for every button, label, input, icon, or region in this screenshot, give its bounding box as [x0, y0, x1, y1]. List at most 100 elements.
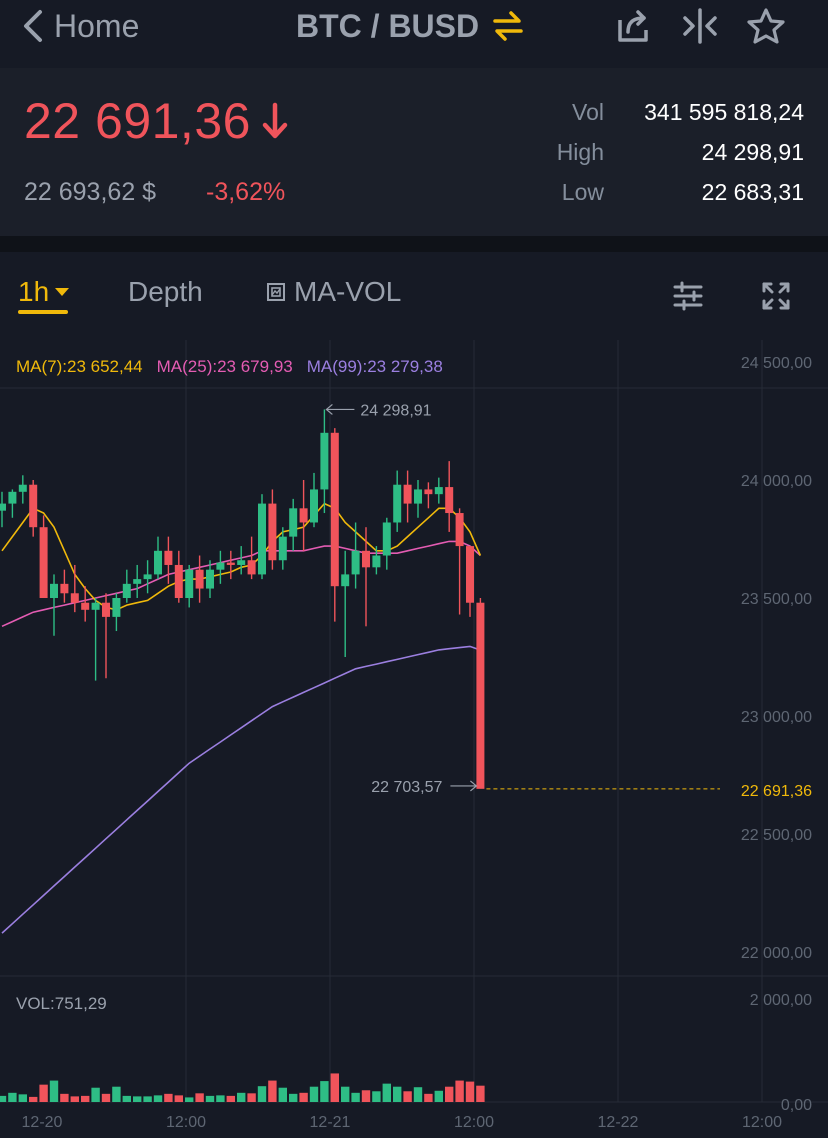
stat-volume: Vol 341 595 818,24 — [504, 94, 804, 130]
x-tick-label: 12:00 — [166, 1114, 206, 1131]
pair-selector[interactable]: BTC / BUSD — [296, 4, 525, 48]
volume-bar — [476, 1085, 485, 1102]
ma-vol-label: MA-VOL — [294, 276, 402, 307]
candle-body — [341, 574, 350, 587]
candlestick-chart[interactable]: 24 500,00 24 000,00 23 500,00 23 000,00 22 5… — [0, 340, 828, 1138]
volume-bar — [226, 1095, 235, 1102]
y-tick-label: 24 500,00 — [741, 355, 812, 372]
interval-label: 1h — [18, 276, 50, 307]
stat-low-label: Low — [561, 178, 604, 205]
volume-bar — [39, 1084, 48, 1102]
last-price-value: 22 691,36 — [24, 93, 251, 149]
price-change-percent: -3,62% — [206, 178, 286, 206]
candle-body — [18, 484, 27, 492]
ma99-line — [1, 645, 481, 934]
volume-bar — [237, 1092, 246, 1102]
y-tick-label: 22 500,00 — [741, 827, 812, 844]
candle-body — [195, 569, 204, 589]
volume-bar — [18, 1094, 27, 1102]
volume-bar — [153, 1095, 163, 1102]
volume-bar — [309, 1086, 319, 1102]
chart-tabs: 1h Depth MA-VOL — [0, 252, 828, 340]
volume-bar — [403, 1091, 412, 1102]
indicator-icon — [267, 283, 285, 301]
volume-bar — [393, 1086, 402, 1102]
candle-body — [289, 508, 298, 537]
chart-area[interactable] — [0, 340, 828, 1138]
volume-bar — [268, 1080, 277, 1102]
candle-body — [122, 583, 131, 598]
y-tick-label: 23 000,00 — [741, 709, 812, 726]
fullscreen-icon[interactable] — [758, 278, 794, 314]
candle-body — [112, 598, 121, 617]
candle-body — [29, 484, 38, 528]
candle-body — [424, 489, 433, 495]
candle-body — [164, 550, 173, 565]
volume-bar — [143, 1096, 152, 1102]
volume-bar — [330, 1073, 339, 1102]
volume-bar — [424, 1093, 433, 1102]
volume-bar — [112, 1086, 121, 1102]
candle-body — [445, 487, 454, 514]
candle-body — [185, 569, 194, 598]
volume-bar — [29, 1096, 38, 1102]
candle-body — [50, 583, 58, 598]
volume-bar — [278, 1087, 287, 1102]
compare-icon[interactable] — [680, 6, 720, 46]
candle-body — [133, 579, 142, 584]
stat-low: Low 22 683,31 — [504, 174, 804, 210]
x-tick-label: 12-22 — [598, 1114, 639, 1131]
back-button[interactable]: Home — [22, 4, 139, 48]
share-icon[interactable] — [614, 6, 654, 46]
star-icon[interactable] — [746, 6, 786, 46]
volume-bar — [164, 1093, 173, 1102]
volume-bar — [445, 1086, 454, 1102]
high-marker-arrow — [325, 403, 333, 415]
volume-bar — [185, 1097, 194, 1102]
last-price: 22 691,36 — [24, 92, 289, 150]
candle-body — [310, 489, 318, 523]
stat-high: High 24 298,91 — [504, 134, 804, 170]
candle-body — [237, 560, 246, 565]
volume-bar — [0, 1095, 7, 1102]
pair-name: BTC / BUSD — [296, 7, 480, 44]
candle-body — [382, 522, 391, 556]
candle-body — [455, 513, 464, 547]
volume-bar — [81, 1095, 90, 1102]
stat-high-value: 24 298,91 — [701, 138, 804, 165]
candle-body — [466, 546, 474, 603]
ma7-label: MA(7):23 652,44 — [16, 357, 143, 376]
candle-body — [91, 602, 100, 610]
ma99-label: MA(99):23 279,38 — [306, 357, 443, 376]
candle-body — [372, 555, 381, 568]
section-divider — [0, 236, 828, 252]
volume-bar — [455, 1080, 464, 1102]
top-bar: Home BTC / BUSD — [0, 0, 828, 68]
candle-body — [216, 562, 225, 570]
usd-price: 22 693,62 $ — [24, 178, 157, 206]
tab-interval[interactable]: 1h — [18, 276, 70, 308]
volume-bar — [216, 1095, 225, 1102]
volume-bar — [122, 1095, 131, 1102]
volume-bar — [101, 1093, 111, 1102]
candle-body — [330, 432, 339, 587]
tab-ma-vol[interactable]: MA-VOL — [266, 276, 401, 308]
stat-low-value: 22 683,31 — [701, 178, 804, 205]
volume-bar — [174, 1095, 183, 1102]
volume-bar — [205, 1095, 215, 1102]
volume-bar — [60, 1093, 69, 1102]
y-tick-label: 24 000,00 — [741, 473, 812, 490]
volume-bar — [91, 1087, 100, 1102]
tab-depth[interactable]: Depth — [128, 276, 203, 307]
ma25-label: MA(25):23 679,93 — [156, 357, 293, 376]
candle-body — [0, 503, 6, 511]
swap-icon[interactable] — [491, 9, 525, 43]
arrow-down-icon — [262, 102, 288, 139]
x-tick-label: 12-21 — [310, 1114, 351, 1131]
settings-sliders-icon[interactable] — [670, 278, 706, 314]
candle-body — [247, 560, 256, 575]
candle-body — [278, 536, 287, 561]
candle-body — [39, 527, 48, 598]
candle-body — [8, 491, 17, 504]
chevron-left-icon — [24, 10, 42, 42]
